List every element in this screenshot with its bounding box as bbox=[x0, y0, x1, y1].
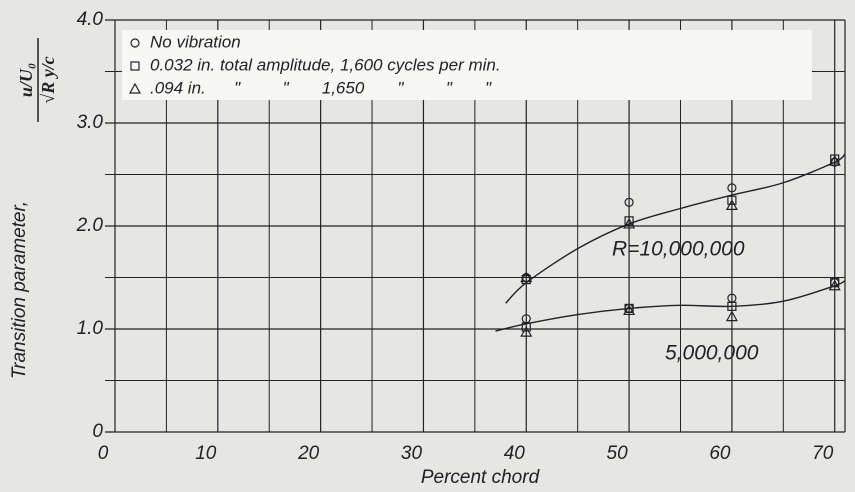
y-tick-label: 2.0 bbox=[76, 215, 104, 236]
legend-box bbox=[122, 30, 812, 100]
marker bbox=[521, 322, 531, 332]
fraction-denominator: √R y/c bbox=[38, 56, 58, 103]
legend-label: No vibration bbox=[150, 32, 241, 51]
marker bbox=[128, 82, 142, 94]
x-tick-label: 0 bbox=[98, 443, 109, 464]
marker bbox=[623, 217, 636, 229]
fraction-numerator: u/U₀ bbox=[16, 63, 36, 97]
marker bbox=[520, 271, 533, 283]
legend: No vibration 0.032 in. total amplitude, 1… bbox=[122, 30, 812, 100]
marker bbox=[830, 278, 840, 288]
x-tick-label: 10 bbox=[195, 443, 217, 464]
fit-curve bbox=[495, 279, 846, 332]
x-axis-label: Percent chord bbox=[421, 467, 541, 488]
marker bbox=[130, 61, 140, 71]
marker bbox=[725, 199, 738, 210]
legend-label: 0.032 in. total amplitude, 1,600 cycles … bbox=[150, 55, 501, 74]
x-tick-label: 30 bbox=[401, 443, 423, 464]
marker bbox=[828, 279, 841, 291]
marker bbox=[130, 38, 140, 48]
y-axis-label: Transition parameter, bbox=[9, 201, 30, 379]
marker bbox=[624, 216, 634, 226]
y-tick-label: 3.0 bbox=[77, 112, 104, 133]
curve-label: 5,000,000 bbox=[665, 342, 759, 365]
x-tick-label: 50 bbox=[607, 443, 629, 464]
y-tick-label: 4.0 bbox=[77, 9, 104, 30]
curve-label: R=10,000,000 bbox=[612, 238, 745, 261]
marker bbox=[828, 154, 841, 166]
x-tick-label: 40 bbox=[504, 443, 526, 464]
marker bbox=[520, 325, 533, 337]
marker bbox=[727, 195, 737, 205]
marker bbox=[725, 310, 738, 322]
x-tick-label: 70 bbox=[812, 443, 834, 464]
y-axis-fraction: u/U₀ √R y/c bbox=[16, 38, 58, 122]
legend-label: .094 in. " " 1,650 " " " bbox=[150, 78, 492, 97]
y-tick-label: 1.0 bbox=[77, 318, 104, 339]
marker bbox=[624, 197, 634, 207]
marker bbox=[727, 301, 737, 311]
fit-curve bbox=[505, 153, 846, 304]
marker bbox=[623, 304, 636, 316]
x-tick-label: 60 bbox=[709, 443, 731, 464]
x-tick-label: 20 bbox=[297, 443, 320, 464]
marker bbox=[727, 183, 737, 193]
y-tick-label: 0 bbox=[92, 421, 103, 442]
